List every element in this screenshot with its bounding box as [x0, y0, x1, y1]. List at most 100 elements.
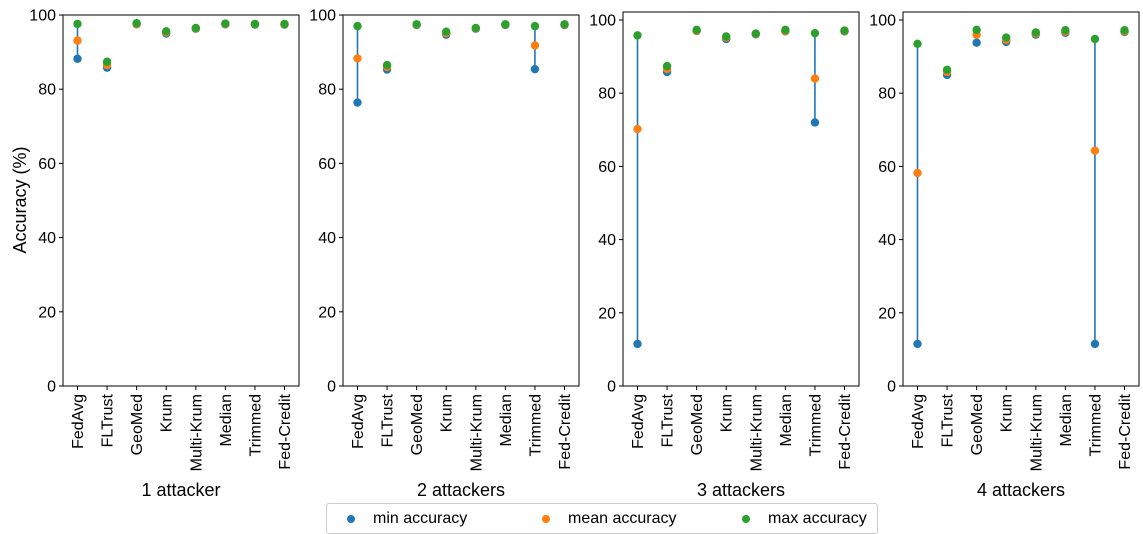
y-tick-label: 40 [318, 230, 336, 247]
mean-accuracy-point [913, 168, 922, 178]
max-accuracy-point [1031, 28, 1040, 37]
y-tick-label: 20 [878, 305, 896, 322]
x-tick-label: GeoMed [129, 394, 146, 455]
max-accuracy-point [1090, 34, 1100, 44]
max-accuracy-point [692, 25, 701, 35]
y-tick-label: 0 [607, 379, 616, 396]
x-tick-label: Krum [159, 394, 176, 432]
y-tick-label: 40 [598, 232, 616, 249]
y-tick-label: 60 [38, 156, 56, 173]
x-tick-label: Multi-Krum [188, 394, 205, 471]
min-accuracy-point [810, 118, 820, 127]
max-accuracy-point [471, 23, 480, 33]
max-accuracy-point [1061, 26, 1070, 35]
plot-frame [342, 14, 580, 387]
min-accuracy-point [633, 339, 642, 349]
x-tick-label: GeoMed [409, 394, 426, 455]
max-accuracy-point [382, 60, 392, 70]
max-accuracy-point [810, 28, 820, 38]
legend-item-max: max accuracy [742, 504, 867, 533]
subplot-title: 1 attacker [141, 480, 220, 500]
x-tick-label: Fed-Credit [277, 393, 294, 469]
x-tick-label: GeoMed [969, 394, 986, 455]
x-tick-label: Median [498, 394, 515, 446]
y-tick-label: 80 [38, 82, 56, 99]
min-accuracy-point [73, 54, 82, 63]
x-tick-label: FLTrust [380, 393, 397, 447]
y-tick-label: 100 [869, 13, 896, 30]
max-accuracy-point [840, 26, 849, 35]
mean-accuracy-point [353, 54, 362, 63]
y-tick-label: 0 [887, 379, 896, 396]
subplot-4: 0 20 40 60 80 100 FedAvg FLTrust GeoMed Krum Multi… [869, 11, 1140, 500]
subplot-title: 3 attackers [697, 480, 785, 500]
y-tick-label: 80 [598, 86, 616, 103]
y-tick-label: 20 [38, 304, 56, 321]
max-accuracy-point [560, 20, 569, 29]
x-tick-label: FedAvg [630, 394, 647, 449]
x-tick-label: FLTrust [100, 393, 117, 447]
y-tick-label: 80 [318, 82, 336, 99]
legend: min accuracy mean accuracy max accuracy [326, 503, 878, 534]
x-tick-label: Krum [719, 394, 736, 432]
max-accuracy-point [1120, 26, 1129, 35]
legend-marker-mean [542, 514, 550, 523]
x-tick-label: GeoMed [689, 394, 706, 455]
x-tick-label: Median [1058, 394, 1075, 446]
max-accuracy-point [722, 32, 731, 41]
y-tick-label: 40 [38, 230, 56, 247]
legend-label-min: min accuracy [373, 509, 468, 527]
legend-marker-max [742, 514, 750, 523]
x-tick-label: FedAvg [350, 394, 367, 449]
max-accuracy-point [442, 27, 451, 36]
x-tick-label: Multi-Krum [1028, 394, 1045, 471]
max-accuracy-point [162, 27, 171, 36]
x-tick-label: Trimmed [807, 394, 824, 457]
mean-accuracy-point [530, 41, 540, 50]
x-tick-label: Trimmed [1087, 394, 1104, 457]
y-tick-label: 60 [598, 159, 616, 176]
y-tick-label: 60 [318, 156, 336, 173]
max-accuracy-point [102, 57, 112, 66]
x-tick-label: Fed-Credit [557, 393, 574, 469]
max-accuracy-point [913, 39, 922, 48]
x-tick-label: FLTrust [660, 393, 677, 447]
max-accuracy-point [530, 21, 540, 31]
x-tick-label: FLTrust [940, 393, 957, 447]
plot-frame [622, 11, 860, 387]
max-accuracy-point [250, 19, 260, 29]
y-tick-label: 60 [878, 159, 896, 176]
x-tick-label: FedAvg [910, 394, 927, 449]
y-tick-label: 40 [878, 232, 896, 249]
max-accuracy-point [501, 20, 510, 29]
legend-label-max: max accuracy [768, 509, 867, 527]
mean-accuracy-point [1090, 146, 1100, 155]
max-accuracy-point [662, 61, 672, 71]
subplot-title: 2 attackers [417, 480, 505, 500]
x-tick-label: Fed-Credit [837, 393, 854, 469]
y-tick-label: 100 [309, 8, 336, 25]
y-tick-label: 20 [318, 304, 336, 321]
max-accuracy-point [221, 19, 230, 28]
mean-accuracy-point [73, 36, 82, 45]
x-tick-label: Trimmed [527, 394, 544, 457]
x-tick-label: Median [778, 394, 795, 446]
y-tick-label: 0 [47, 379, 56, 396]
max-accuracy-point [191, 23, 200, 33]
y-tick-label: 20 [598, 305, 616, 322]
x-tick-label: Trimmed [247, 394, 264, 457]
x-tick-label: FedAvg [70, 394, 87, 449]
legend-marker-min [347, 514, 355, 523]
max-accuracy-point [132, 18, 141, 28]
max-accuracy-point [280, 19, 289, 29]
legend-label-mean: mean accuracy [568, 509, 677, 527]
max-accuracy-point [942, 65, 952, 74]
y-tick-label: 80 [878, 86, 896, 103]
x-tick-label: Krum [999, 394, 1016, 432]
y-tick-label: 100 [29, 8, 56, 25]
x-tick-label: Multi-Krum [468, 394, 485, 471]
plot-frame [62, 14, 300, 387]
x-tick-label: Fed-Credit [1117, 393, 1134, 469]
min-accuracy-point [913, 339, 922, 349]
x-tick-label: Median [218, 394, 235, 446]
